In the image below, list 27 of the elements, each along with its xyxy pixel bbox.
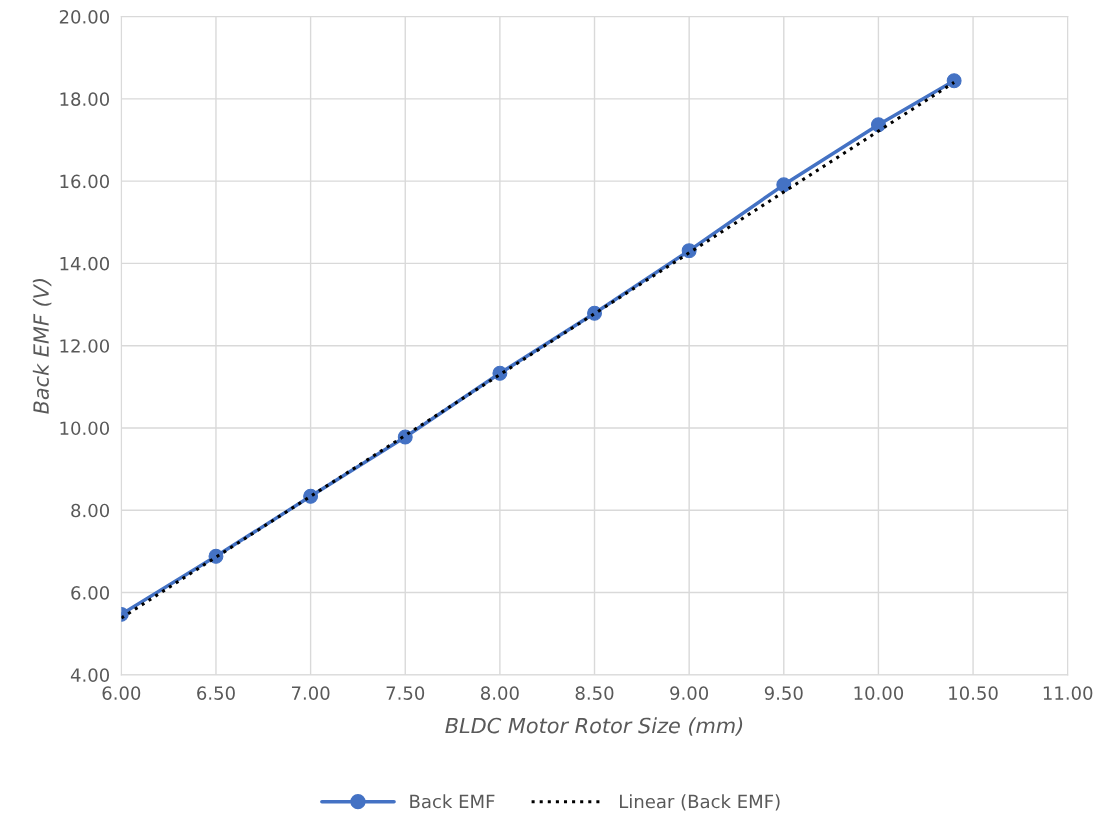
y-tick-label: 12.00	[60, 339, 110, 353]
x-tick-label: 9.50	[764, 686, 803, 700]
x-tick-label: 8.00	[481, 686, 519, 700]
x-tick-label: 7.00	[291, 686, 330, 700]
legend-label: Back EMF	[410, 794, 495, 809]
x-tick-label: 11.00	[1043, 686, 1093, 700]
x-tick-label: 10.50	[949, 686, 998, 700]
x-tick-label: 6.50	[197, 686, 235, 700]
point	[776, 177, 792, 193]
x-tick-label: 6.00	[102, 686, 141, 700]
legend-label: Linear (Back EMF)	[620, 794, 780, 811]
x-tick-label: 10.00	[854, 686, 904, 700]
y-tick-label: 10.00	[60, 421, 110, 436]
y-tick-label: 20.00	[59, 10, 110, 24]
y-tick-label: 6.00	[71, 586, 110, 600]
y-tick-label: 16.00	[60, 174, 110, 189]
y-tick-label: 8.00	[71, 503, 110, 518]
x-axis-title: BLDC Motor Rotor Size (mm)	[445, 717, 743, 736]
point	[946, 73, 962, 89]
y-axis-title: Back EMF (V)	[32, 279, 52, 414]
y-tick-label: 18.00	[60, 92, 110, 106]
x-tick-label: 7.50	[386, 686, 425, 700]
y-tick-label: 14.00	[60, 256, 110, 271]
x-tick-label: 8.50	[575, 686, 614, 700]
y-tick-label: 4.00	[70, 668, 110, 682]
x-tick-label: 9.00	[670, 686, 709, 700]
point	[870, 117, 886, 133]
